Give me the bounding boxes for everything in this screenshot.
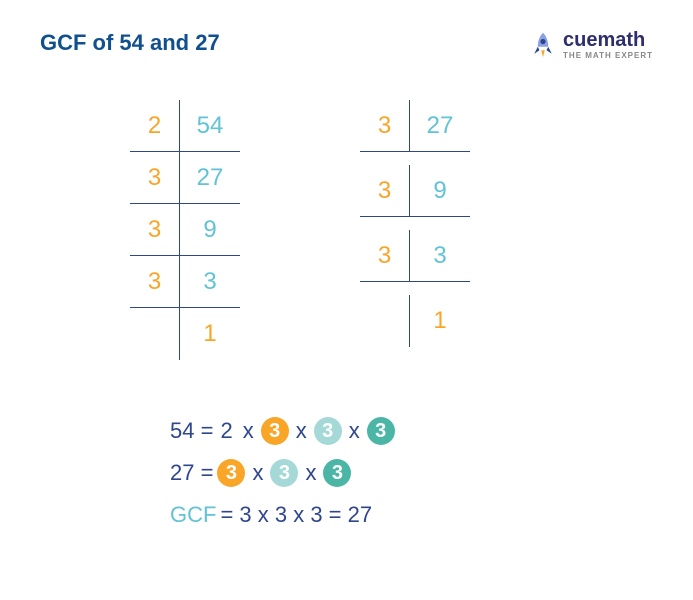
rocket-icon	[529, 31, 557, 59]
eq-token: x	[293, 410, 310, 452]
equation-54: 54 = 2 x 3 x 3 x 3	[170, 410, 653, 452]
logo-tagline: THE MATH EXPERT	[563, 52, 653, 60]
logo: cuemath THE MATH EXPERT	[529, 30, 653, 60]
logo-text: cuemath THE MATH EXPERT	[563, 30, 653, 60]
value-cell: 27	[180, 152, 240, 204]
eq-token: 2	[217, 410, 235, 452]
value-cell: 3	[180, 256, 240, 308]
factor-cell: 3	[360, 165, 410, 217]
logo-name: cuemath	[563, 30, 653, 50]
factor-cell: 3	[130, 256, 180, 308]
equation-27: 27 = 3 x 3 x 3	[170, 452, 653, 494]
value-cell: 27	[410, 100, 470, 152]
eq-token: x	[249, 452, 266, 494]
value-cell: 3	[410, 230, 470, 282]
factor-cell: 3	[130, 204, 180, 256]
header: GCF of 54 and 27 cuemath THE MATH EXPERT	[40, 30, 653, 60]
factor-cell	[130, 308, 180, 360]
factorization-tables: 25432739331 32739331	[130, 100, 653, 360]
factor-circle: 3	[367, 417, 395, 445]
eq-lhs: 27 =	[170, 452, 213, 494]
value-cell: 9	[180, 204, 240, 256]
value-cell: 54	[180, 100, 240, 152]
factor-circle: 3	[323, 459, 351, 487]
gcf-expr: = 3 x 3 x 3 = 27	[220, 494, 372, 536]
factor-cell	[360, 295, 410, 347]
eq-lhs: 54 =	[170, 410, 213, 452]
factor-circle: 3	[314, 417, 342, 445]
factor-cell: 3	[360, 100, 410, 152]
page-title: GCF of 54 and 27	[40, 30, 220, 56]
factor-cell: 3	[130, 152, 180, 204]
value-cell: 9	[410, 165, 470, 217]
factor-circle: 3	[270, 459, 298, 487]
equations: 54 = 2 x 3 x 3 x 3 27 = 3 x 3 x 3 GCF = …	[170, 410, 653, 535]
factor-table-54: 25432739331	[130, 100, 240, 360]
factor-circle: 3	[217, 459, 245, 487]
value-cell: 1	[410, 295, 470, 347]
factor-cell: 2	[130, 100, 180, 152]
eq-token: x	[240, 410, 257, 452]
value-cell: 1	[180, 308, 240, 360]
eq-token: x	[346, 410, 363, 452]
gcf-label: GCF	[170, 494, 216, 536]
factor-cell: 3	[360, 230, 410, 282]
equation-gcf: GCF = 3 x 3 x 3 = 27	[170, 494, 653, 536]
factor-circle: 3	[261, 417, 289, 445]
factor-table-27: 32739331	[360, 100, 470, 360]
eq-token: x	[302, 452, 319, 494]
